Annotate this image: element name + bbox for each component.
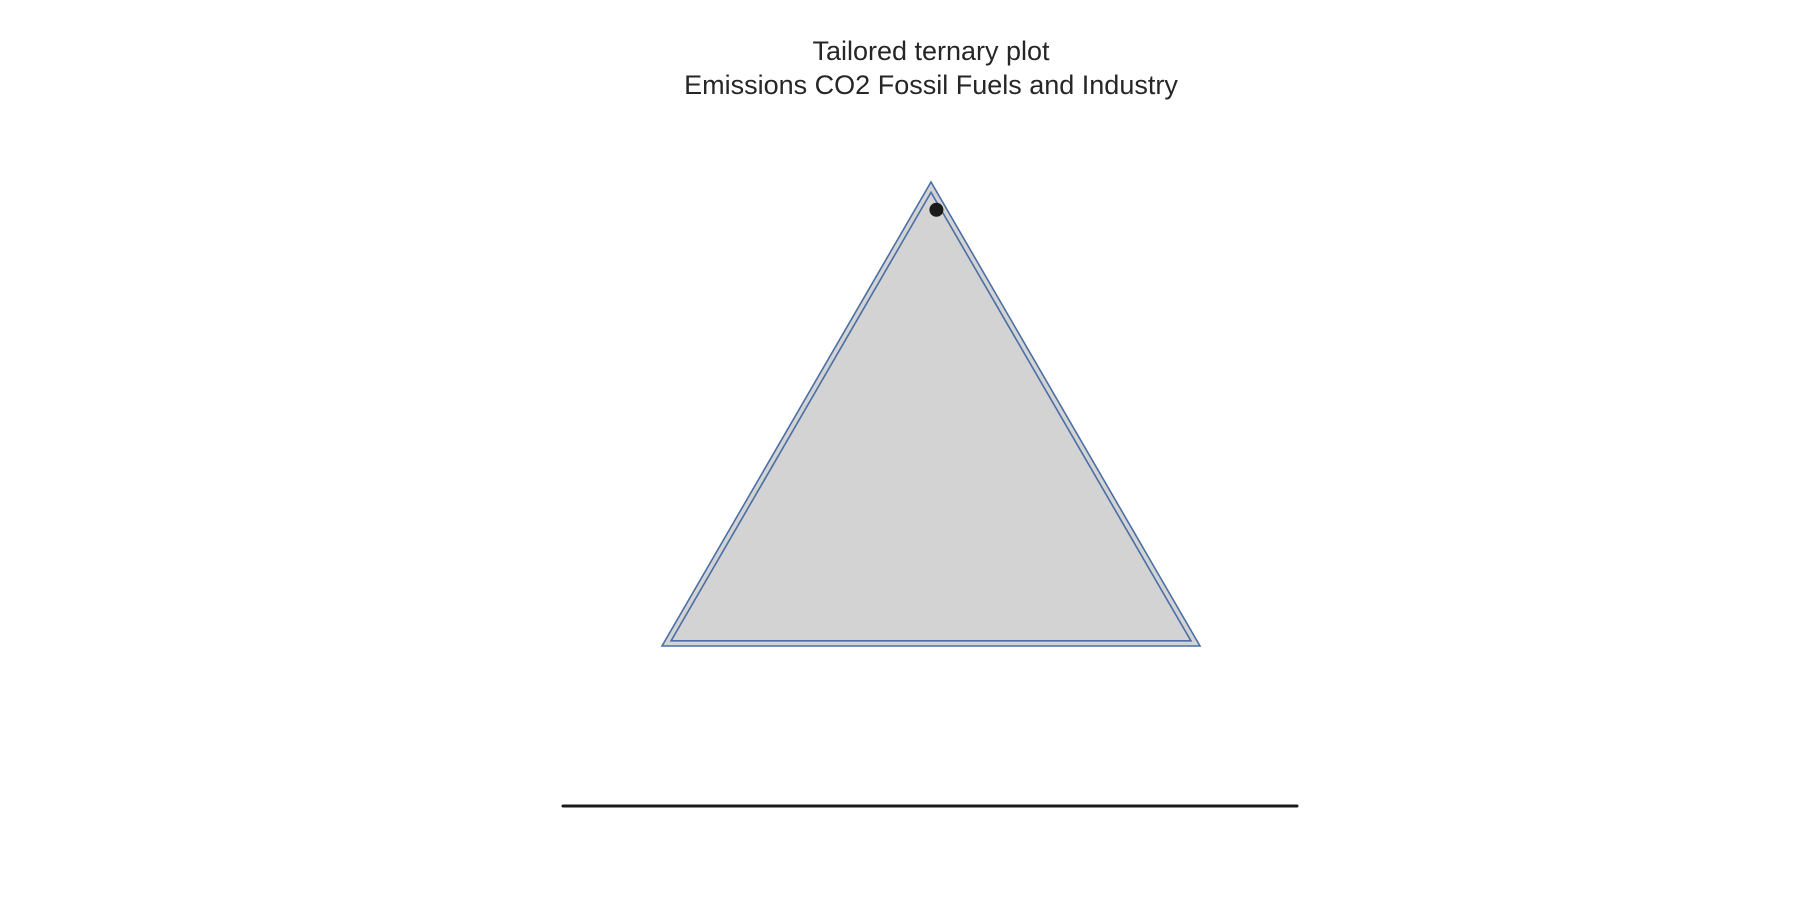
data-points bbox=[929, 202, 944, 217]
chart-title: Tailored ternary plot bbox=[812, 36, 1050, 66]
ternary-inner-border bbox=[669, 190, 1193, 642]
ternary-plot-area bbox=[662, 182, 1200, 646]
data-point bbox=[929, 202, 944, 217]
ternary-outer-border bbox=[660, 180, 1202, 647]
chart-title-block: Tailored ternary plot Emissions CO2 Foss… bbox=[0, 34, 1800, 102]
chart-subtitle: Emissions CO2 Fossil Fuels and Industry bbox=[684, 70, 1178, 100]
